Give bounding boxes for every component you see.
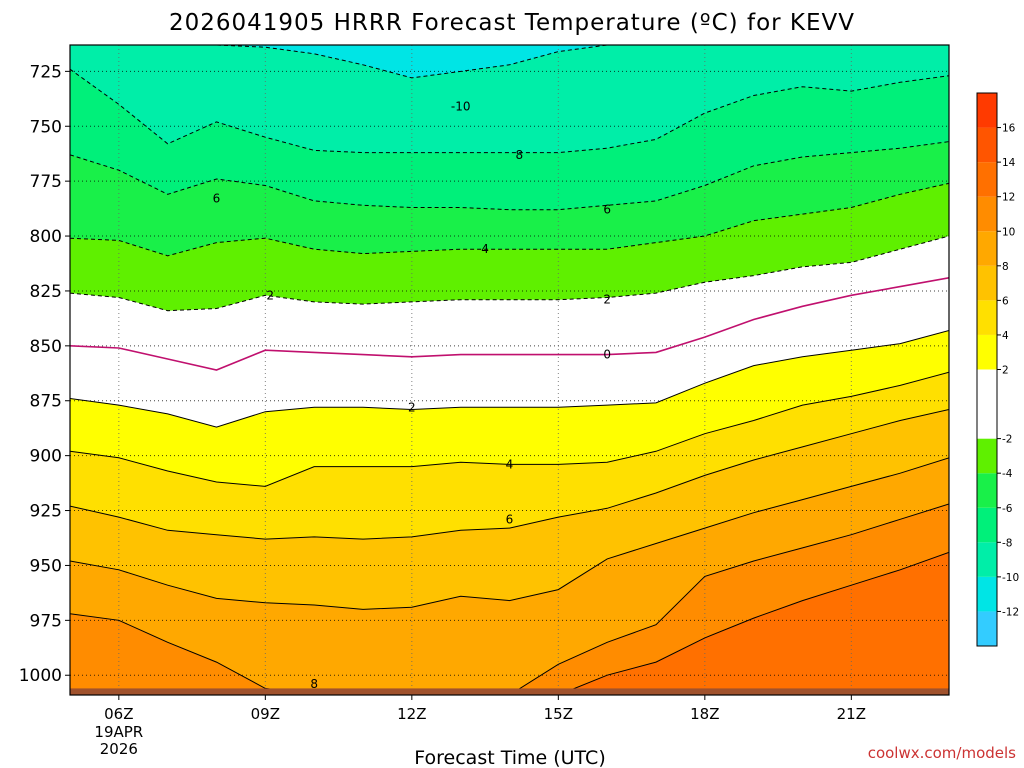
- y-tick-label: 975: [30, 611, 62, 631]
- contour-label: 2: [603, 293, 611, 307]
- colorbar-bin: [977, 576, 997, 612]
- colorbar-label: -10: [1002, 572, 1019, 584]
- colorbar-bin: [977, 127, 997, 163]
- colorbar-bin: [977, 300, 997, 335]
- contour-label: 6: [603, 203, 611, 217]
- freezing-isotherm-line: [70, 277, 949, 371]
- isotherm-line: [70, 371, 949, 487]
- contour-label: 8: [310, 677, 318, 691]
- contour-label: 4: [506, 457, 514, 471]
- contour-label: 2: [408, 400, 416, 414]
- colorbar-label: 10: [1002, 226, 1015, 238]
- colorbar-bin: [977, 93, 997, 128]
- y-tick-label: 900: [30, 447, 62, 467]
- colorbar-label: -8: [1002, 537, 1012, 549]
- colorbar-bin: [977, 542, 997, 577]
- y-tick-label: 725: [30, 62, 62, 82]
- isotherm-line: [70, 503, 949, 695]
- y-tick-label: 875: [30, 392, 62, 412]
- colorbar-bin: [977, 334, 997, 370]
- colorbar-label: -12: [1002, 606, 1019, 618]
- x-tick-date-label: 19APR: [94, 723, 143, 741]
- colorbar-bin: [977, 369, 997, 439]
- y-tick-label: 925: [30, 502, 62, 522]
- plot-frame: [69, 44, 950, 696]
- x-axis-label: Forecast Time (UTC): [414, 747, 605, 768]
- y-tick-label: 800: [30, 227, 62, 247]
- axes: 725 750 775 800 825 850 875 900 925 950 975 1000 06Z…: [19, 44, 950, 758]
- y-tick-label: 750: [30, 117, 62, 137]
- colorbar-bin: [977, 611, 997, 646]
- isotherm-line: [70, 551, 949, 695]
- isotherm-line: [70, 330, 949, 428]
- colorbar-bin: [977, 162, 997, 197]
- credit-text: coolwx.com/models: [868, 744, 1016, 762]
- colorbar-label: -2: [1002, 434, 1012, 446]
- isotherm-line: [70, 141, 949, 211]
- chart-title: 2026041905 HRRR Forecast Temperature (ºC…: [169, 10, 855, 36]
- colorbar-label: 6: [1002, 295, 1009, 307]
- isotherm-line: [70, 457, 949, 610]
- x-tick-label: 12Z: [397, 705, 426, 723]
- colorbar-label: 2: [1002, 365, 1009, 377]
- x-tick-label: 15Z: [544, 705, 573, 723]
- y-tick-label: 1000: [19, 666, 62, 686]
- y-tick-label: 825: [30, 282, 62, 302]
- x-tick-label: 09Z: [251, 705, 280, 723]
- contour-label: 8: [515, 148, 523, 162]
- colorbar-label: -6: [1002, 503, 1013, 515]
- contour-label: -10: [451, 99, 471, 113]
- isotherm-line: [70, 45, 949, 79]
- x-tick-label: 21Z: [837, 705, 866, 723]
- colorbar-label: 16: [1002, 123, 1016, 135]
- contour-label: 0: [603, 348, 611, 362]
- x-tick-label: 06Z: [104, 705, 133, 723]
- colorbar-bin: [977, 507, 997, 543]
- isotherm-line: [70, 182, 949, 257]
- colorbar-bin: [977, 265, 997, 301]
- isotherm-line: [70, 235, 949, 312]
- y-tick-label: 775: [30, 172, 62, 192]
- colorbar-bin: [977, 473, 997, 508]
- colorbar-bin: [977, 196, 997, 232]
- colorbar-bin: [977, 231, 997, 266]
- plot-content: -10 8 6 6 4 2 2 0 2 4 6 8: [70, 45, 949, 695]
- plot-area: -10 8 6 6 4 2 2 0 2 4 6 8: [70, 45, 949, 695]
- y-tick-label: 850: [30, 337, 62, 357]
- contour-label: 6: [213, 192, 221, 206]
- x-tick-label: 18Z: [690, 705, 719, 723]
- y-tick-label: 950: [30, 556, 62, 576]
- colorbar-label: -4: [1002, 468, 1013, 480]
- isotherm-line: [70, 68, 949, 154]
- temperature-band-fill: [70, 552, 949, 695]
- colorbar-label: 8: [1002, 261, 1009, 273]
- colorbar-bin: [977, 438, 997, 474]
- colorbar: 16 14 12 10 8 6 4 2 -2 -4 -6 -8 -10 -12: [976, 92, 1019, 647]
- x-tick-date-label: 2026: [100, 740, 138, 758]
- isotherm-line: [70, 409, 949, 540]
- colorbar-label: 12: [1002, 192, 1015, 204]
- colorbar-label: 4: [1002, 330, 1009, 342]
- contour-label: 4: [481, 242, 489, 256]
- contour-label: 2: [266, 288, 274, 302]
- colorbar-label: 14: [1002, 157, 1016, 169]
- contour-label: 6: [506, 512, 514, 526]
- ground-terrain: [70, 688, 949, 695]
